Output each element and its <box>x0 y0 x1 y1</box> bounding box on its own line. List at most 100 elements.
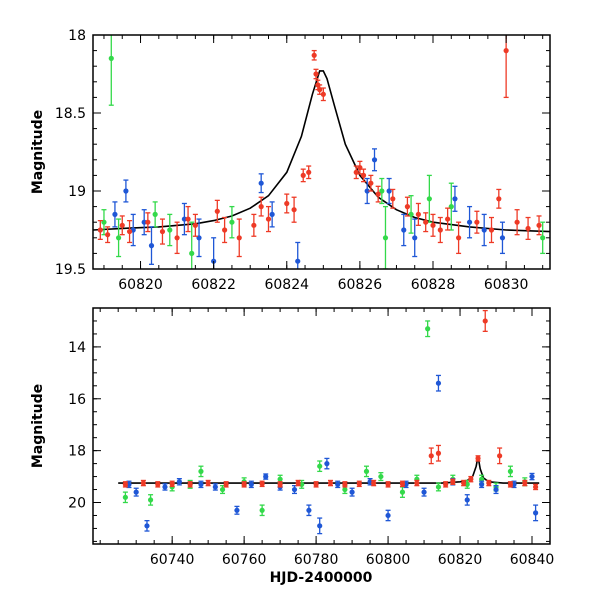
bottom-x-axis-title: HJD-2400000 <box>270 570 373 586</box>
top-panel-zoom: 60820 60822 60824 60826 60828 60830 18 18.5 19 19… <box>30 28 551 293</box>
bottom-point-green <box>317 463 323 469</box>
bottom-point-blue <box>421 489 427 495</box>
bottom-point-red <box>468 476 474 482</box>
top-point-green <box>382 235 389 241</box>
bottom-point-blue <box>493 486 499 493</box>
bottom-point-blue <box>533 510 539 516</box>
top-y-tick-label: 19 <box>68 184 86 200</box>
bottom-point-red <box>122 481 128 487</box>
bottom-point-red <box>533 484 539 490</box>
top-point-red <box>222 227 228 233</box>
top-point-red <box>496 196 502 202</box>
top-y-axis-title: Magnitude <box>30 110 46 194</box>
bottom-point-green <box>399 489 406 495</box>
bottom-point-green <box>147 497 154 503</box>
bottom-point-blue <box>291 486 298 493</box>
bottom-point-red <box>241 481 247 487</box>
top-point-blue <box>181 216 187 222</box>
top-point-blue <box>269 211 275 217</box>
top-point-red <box>423 219 429 225</box>
bottom-point-red <box>461 480 467 486</box>
top-point-blue <box>481 227 487 233</box>
top-point-red <box>236 235 242 241</box>
top-x-tick-label: 60830 <box>484 277 529 293</box>
bottom-point-red <box>169 481 175 487</box>
bottom-point-blue <box>248 481 254 487</box>
bottom-x-tick-label: 60760 <box>222 552 267 568</box>
bottom-x-tick-label: 60800 <box>366 552 411 568</box>
bottom-point-blue <box>349 489 355 495</box>
bottom-point-green <box>122 494 128 500</box>
top-point-blue <box>401 227 407 233</box>
top-plot-frame <box>92 34 551 270</box>
bottom-series-red <box>122 309 539 491</box>
top-y-tick-label: 18.5 <box>55 106 86 122</box>
top-point-red <box>430 222 436 228</box>
top-point-red <box>390 196 396 202</box>
bottom-series-blue <box>126 374 539 535</box>
top-point-red <box>185 216 191 222</box>
top-point-red <box>258 204 264 210</box>
top-point-red <box>192 222 198 228</box>
top-point-blue <box>371 157 378 163</box>
bottom-point-red <box>385 481 391 487</box>
top-point-green <box>379 188 385 194</box>
bottom-plot-area <box>118 309 540 535</box>
bottom-point-blue <box>306 507 312 513</box>
top-point-red <box>300 172 306 178</box>
top-plot-area <box>93 35 550 269</box>
top-point-blue <box>112 211 118 217</box>
bottom-point-red <box>356 481 362 487</box>
bottom-point-red <box>295 480 301 486</box>
bottom-point-red <box>371 480 377 486</box>
bottom-panel-full: 60740 60760 60780 60800 60820 60840 14 16 18 20 M… <box>30 307 554 586</box>
bottom-point-red <box>205 480 211 486</box>
bottom-point-green <box>378 473 384 480</box>
bottom-point-green <box>507 468 514 474</box>
bottom-y-tick-label: 18 <box>68 444 86 460</box>
top-point-red <box>119 222 125 228</box>
top-point-blue <box>141 219 147 225</box>
bottom-point-red <box>259 481 265 487</box>
top-point-red <box>174 235 180 241</box>
top-point-blue <box>499 235 506 241</box>
top-axis-ticks: 60820 60822 60824 60826 60828 60830 18 18.5 19 19… <box>55 28 550 293</box>
top-point-red <box>514 219 520 225</box>
bottom-point-blue <box>198 481 204 487</box>
bottom-point-red <box>140 480 146 486</box>
top-point-blue <box>466 219 473 225</box>
top-point-red <box>536 222 542 228</box>
bottom-point-blue <box>479 481 485 487</box>
bottom-point-blue <box>212 484 218 490</box>
top-point-blue <box>295 258 301 264</box>
top-point-red <box>306 169 312 175</box>
top-x-tick-label: 60828 <box>411 277 456 293</box>
top-point-red <box>525 225 531 232</box>
top-point-red <box>313 71 319 77</box>
top-point-red <box>474 219 480 225</box>
bottom-point-red <box>428 453 434 459</box>
top-point-red <box>503 48 509 54</box>
bottom-point-blue <box>176 479 182 485</box>
bottom-point-blue <box>324 461 330 467</box>
top-point-red <box>126 228 133 235</box>
bottom-point-red <box>482 318 488 324</box>
bottom-point-blue <box>126 481 132 487</box>
bottom-point-green <box>342 486 348 493</box>
bottom-point-red <box>450 479 456 485</box>
bottom-point-blue <box>317 523 323 529</box>
top-series-red <box>97 35 542 258</box>
bottom-series-green <box>122 320 528 517</box>
top-point-red <box>415 211 421 217</box>
top-point-red <box>97 227 103 233</box>
top-y-tick-label: 19.5 <box>55 262 86 278</box>
top-point-green <box>108 55 114 62</box>
top-point-blue <box>123 188 129 194</box>
bottom-y-tick-label: 20 <box>68 496 86 512</box>
bottom-point-green <box>198 468 204 474</box>
bottom-point-red <box>342 481 348 487</box>
top-point-red <box>145 219 151 225</box>
top-point-green <box>152 211 158 217</box>
top-point-red <box>488 227 495 233</box>
bottom-point-green <box>479 476 485 482</box>
